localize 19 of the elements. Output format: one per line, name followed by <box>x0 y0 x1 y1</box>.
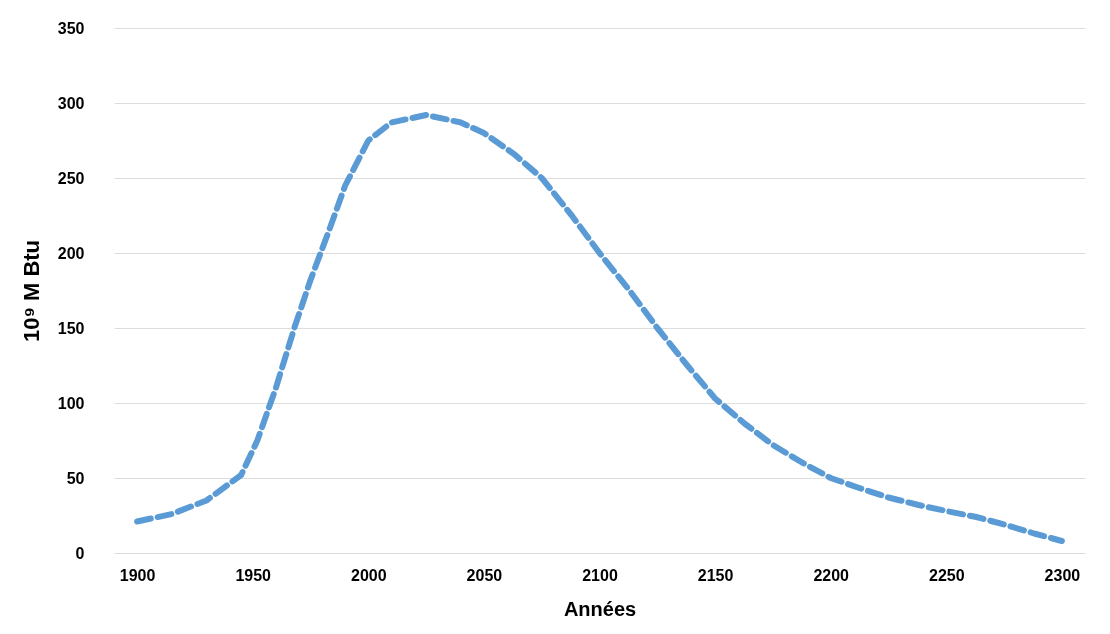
y-tick-label: 200 <box>57 244 85 262</box>
y-tick-label: 300 <box>57 94 85 112</box>
x-tick-label: 1950 <box>235 566 272 584</box>
x-tick-label: 2050 <box>466 566 503 584</box>
x-tick-label: 2150 <box>697 566 734 584</box>
x-tick-label: 2300 <box>1044 566 1081 584</box>
x-tick-label: 2100 <box>582 566 618 584</box>
y-tick-label: 0 <box>75 544 85 562</box>
x-tick-label: 2000 <box>351 566 387 584</box>
y-tick-label: 100 <box>57 394 85 412</box>
y-tick-label: 150 <box>57 319 85 337</box>
y-tick-label: 350 <box>57 19 85 37</box>
x-axis-title: Années <box>563 597 637 620</box>
x-tick-label: 2250 <box>928 566 965 584</box>
x-tick-label: 1900 <box>119 566 156 584</box>
y-axis-title: 10⁹ M Btu <box>18 239 44 343</box>
x-tick-label: 2200 <box>813 566 850 584</box>
y-tick-label: 250 <box>57 169 85 187</box>
y-tick-label: 50 <box>66 469 85 487</box>
